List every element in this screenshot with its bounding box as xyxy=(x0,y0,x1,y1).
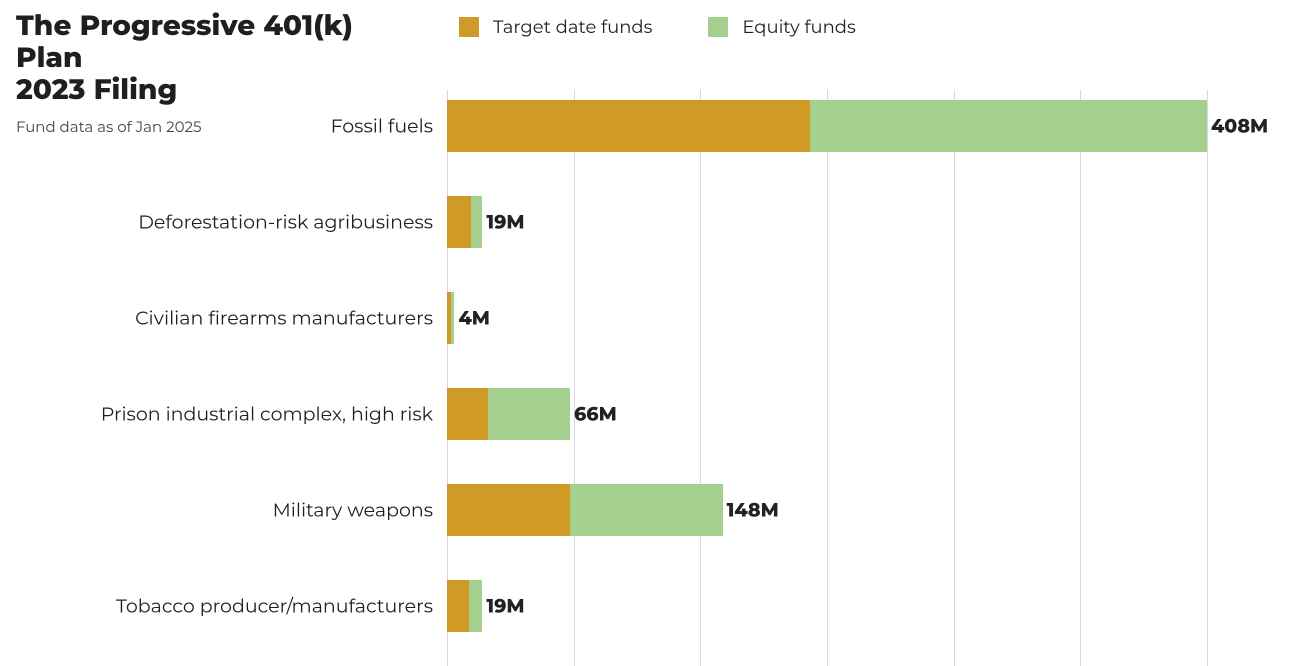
category-label: Tobacco producer/manufacturers xyxy=(116,595,433,618)
value-label: 408M xyxy=(1211,115,1268,138)
category-label: Deforestation-risk agribusiness xyxy=(138,211,433,234)
value-label: 66M xyxy=(574,403,617,426)
chart-area: Fossil fuels 408M Deforestation-risk agrib… xyxy=(0,72,1289,665)
bar-row xyxy=(447,100,1217,152)
bar-segment-tdf xyxy=(447,388,488,440)
bar-row xyxy=(447,196,1217,248)
legend: Target date funds Equity funds xyxy=(459,16,856,38)
legend-item-tdf: Target date funds xyxy=(459,16,652,38)
bar-segment-eq xyxy=(451,292,455,344)
bar-row xyxy=(447,580,1217,632)
bar-segment-eq xyxy=(469,580,482,632)
bar-row xyxy=(447,292,1217,344)
value-label: 19M xyxy=(486,211,524,234)
legend-swatch-eq xyxy=(708,17,728,37)
bar-segment-eq xyxy=(570,484,723,536)
bar-segment-eq xyxy=(810,100,1207,152)
value-label: 4M xyxy=(458,307,489,330)
bar-segment-eq xyxy=(488,388,570,440)
legend-label-eq: Equity funds xyxy=(742,16,855,38)
category-label: Military weapons xyxy=(273,499,433,522)
legend-swatch-tdf xyxy=(459,17,479,37)
category-label: Fossil fuels xyxy=(331,115,433,138)
bar-segment-tdf xyxy=(447,580,469,632)
category-label: Prison industrial complex, high risk xyxy=(101,403,433,426)
legend-item-eq: Equity funds xyxy=(708,16,855,38)
bar-row xyxy=(447,388,1217,440)
category-label: Civilian firearms manufacturers xyxy=(135,307,433,330)
value-label: 19M xyxy=(486,595,524,618)
bar-row xyxy=(447,484,1217,536)
bar-segment-tdf xyxy=(447,100,810,152)
legend-label-tdf: Target date funds xyxy=(493,16,652,38)
figure-root: The Progressive 401(k) Plan 2023 Filing … xyxy=(0,0,1289,665)
value-label: 148M xyxy=(727,499,779,522)
title-line-1: The Progressive 401(k) Plan xyxy=(16,9,353,75)
bar-segment-tdf xyxy=(447,484,570,536)
plot-area xyxy=(447,90,1217,666)
bar-segment-tdf xyxy=(447,196,471,248)
bar-segment-eq xyxy=(471,196,482,248)
